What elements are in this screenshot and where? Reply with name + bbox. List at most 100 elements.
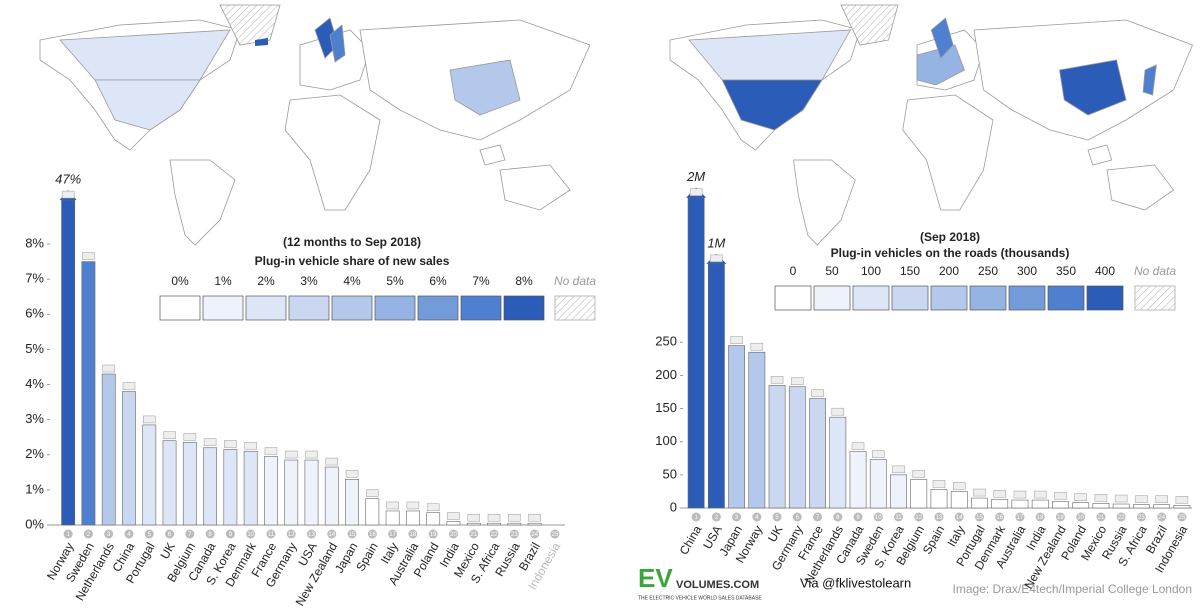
bar (284, 459, 299, 526)
bar (122, 391, 136, 526)
legend-swatch (774, 285, 812, 311)
flag (386, 501, 399, 510)
rank-badge (1076, 512, 1086, 522)
bar (406, 510, 420, 526)
rank-badge (408, 529, 418, 539)
y-tick-label: 5% (25, 341, 44, 356)
rank: 17 (1017, 515, 1024, 521)
legend-label: 4% (343, 274, 361, 288)
flag (952, 482, 966, 490)
bar-chart: 0501001502002502M1China1M2USA3Japan4Norw… (655, 169, 1192, 591)
flag (892, 465, 905, 474)
rank-badge (1055, 512, 1065, 522)
legend-label: 400 (1095, 264, 1115, 278)
flag (244, 442, 257, 450)
bar (203, 447, 217, 526)
legend-swatch (288, 295, 330, 321)
rank: 4 (755, 515, 759, 521)
rank: 4 (127, 532, 131, 538)
legend-label: 100 (861, 264, 881, 278)
rank: 25 (1179, 515, 1186, 521)
bar (1052, 501, 1069, 509)
flag (264, 447, 278, 455)
rank: 6 (796, 515, 800, 521)
flag (284, 450, 298, 459)
flag (528, 513, 541, 522)
flag (224, 440, 237, 448)
legend-label: 8% (515, 274, 533, 288)
rank-badge (469, 529, 479, 539)
rank-badge (489, 529, 499, 539)
legend-label: 7% (472, 274, 490, 288)
rank-badge (1157, 512, 1167, 522)
bar (264, 456, 278, 526)
rank: 19 (430, 532, 437, 538)
logo-site: VOLUMES.COM (676, 579, 759, 591)
rank-badge (853, 512, 863, 522)
rank-badge (286, 529, 296, 539)
flag (345, 470, 359, 478)
bar (809, 398, 826, 509)
flag (1033, 490, 1047, 499)
flag (1054, 492, 1067, 500)
rank-badge (813, 512, 823, 522)
legend-no-data-swatch (554, 295, 596, 321)
legend-subtitle: Plug-in vehicles on the roads (thousands… (831, 246, 1070, 260)
legend-label: 1% (214, 274, 232, 288)
flag (1135, 495, 1148, 503)
legend-swatch (374, 295, 416, 321)
bar (1072, 502, 1090, 509)
bar (61, 199, 76, 526)
bar (243, 450, 258, 526)
legend-swatch (969, 285, 1007, 311)
rank-badge (772, 512, 782, 522)
rank-badge (124, 529, 134, 539)
rank-badge (1015, 512, 1025, 522)
flag (851, 442, 865, 450)
rank-badge (205, 529, 215, 539)
rank-badge (225, 529, 235, 539)
rank: 23 (511, 532, 518, 538)
flag (447, 512, 460, 520)
legend-swatch (852, 285, 890, 311)
bar (304, 459, 319, 526)
flag (689, 188, 703, 196)
rank-badge (833, 512, 843, 522)
y-tick-label: 8% (25, 235, 44, 250)
rank: 11 (268, 532, 275, 538)
legend-no-data: No data (554, 274, 596, 288)
rank: 20 (450, 532, 457, 538)
flag (1074, 493, 1087, 501)
rank-badge (995, 512, 1005, 522)
rank-badge (732, 512, 742, 522)
bar (527, 522, 542, 526)
flag (487, 513, 501, 522)
bar (991, 499, 1009, 509)
bar (768, 385, 786, 509)
rank: 17 (389, 532, 396, 538)
logo-ev: EV (638, 563, 673, 593)
rank-badge (1136, 512, 1146, 522)
rank-badge (307, 529, 316, 539)
rank: 23 (1138, 515, 1145, 521)
bar (1031, 499, 1049, 509)
rank-badge (691, 512, 701, 522)
rank-badge (1096, 512, 1106, 522)
flag (710, 254, 723, 263)
bar (487, 522, 501, 526)
legend-swatch (891, 285, 929, 311)
flag (467, 513, 480, 522)
rank: 14 (956, 515, 963, 521)
value-label: 1M (707, 235, 725, 250)
flag (750, 342, 764, 351)
bar (890, 474, 907, 509)
y-tick-label: 6% (25, 306, 44, 321)
flag (122, 382, 136, 390)
rank-badge (509, 529, 519, 539)
bar (385, 510, 400, 526)
bar (324, 466, 339, 526)
y-tick-label: 4% (25, 376, 44, 391)
flag (912, 470, 926, 478)
rank: 7 (188, 532, 192, 538)
